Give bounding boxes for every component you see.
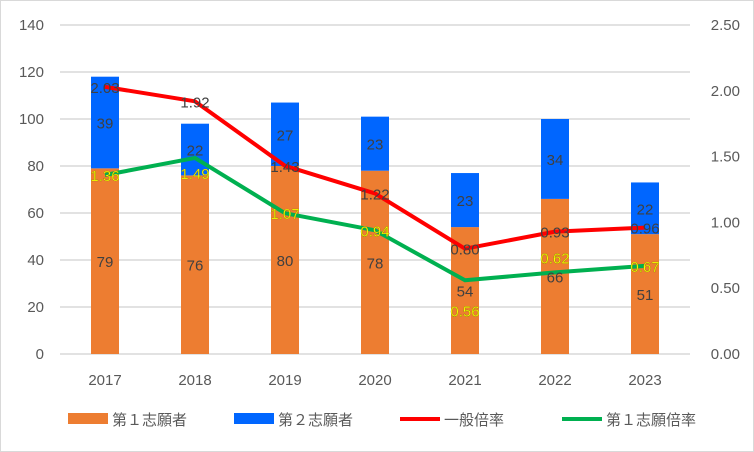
legend-label: 一般倍率 xyxy=(444,412,504,429)
bar-data-label: 22 xyxy=(637,201,654,218)
bar-data-label: 23 xyxy=(457,193,474,210)
legend-label: 第１志願者 xyxy=(112,411,187,429)
right-axis-tick: 2.50 xyxy=(711,17,740,34)
left-axis-tick: 20 xyxy=(27,299,44,316)
bar-1 xyxy=(271,166,299,354)
legend-swatch xyxy=(68,413,108,424)
bar-2 xyxy=(91,76,119,169)
bar-1 xyxy=(631,234,659,354)
bar-2 xyxy=(271,102,299,166)
line-data-label: 0.56 xyxy=(450,303,479,320)
bar-1 xyxy=(541,198,569,354)
bar-1 xyxy=(91,168,119,354)
right-axis-tick: 1.00 xyxy=(711,214,740,231)
x-axis-tick: 2021 xyxy=(448,372,481,389)
line-data-label: 1.07 xyxy=(270,206,299,223)
line-data-label: 1.43 xyxy=(270,159,299,176)
bar-data-label: 27 xyxy=(277,127,294,144)
bar-2 xyxy=(451,173,479,228)
x-axis-tick: 2018 xyxy=(178,372,211,389)
left-axis-tick: 140 xyxy=(19,17,44,34)
line-data-label: 0.94 xyxy=(360,223,389,240)
bar-2 xyxy=(631,182,659,235)
left-axis-tick: 0 xyxy=(36,346,44,363)
line-2 xyxy=(104,155,646,283)
line-data-label: 0.93 xyxy=(540,225,569,242)
legend-label: 第２志願者 xyxy=(278,411,353,429)
bar-data-label: 76 xyxy=(187,258,204,275)
left-axis-tick: 80 xyxy=(27,158,44,175)
x-axis-tick: 2022 xyxy=(538,372,571,389)
line-data-label: 1.49 xyxy=(180,166,209,183)
line-1 xyxy=(104,84,646,251)
line-data-label: 1.92 xyxy=(180,94,209,111)
x-axis-tick: 2017 xyxy=(88,372,121,389)
bar-data-label: 78 xyxy=(367,255,384,272)
line-data-label: 0.80 xyxy=(450,242,479,259)
legend-swatch xyxy=(234,413,274,424)
x-axis-tick: 2020 xyxy=(358,372,391,389)
left-axis-tick: 100 xyxy=(19,111,44,128)
right-axis-tick: 2.00 xyxy=(711,83,740,100)
line-data-label: 2.03 xyxy=(90,80,119,97)
bar-1 xyxy=(181,175,209,354)
left-axis-tick: 120 xyxy=(19,64,44,81)
right-axis-tick: 1.50 xyxy=(711,149,740,166)
x-axis-tick: 2019 xyxy=(268,372,301,389)
bar-data-label: 51 xyxy=(637,287,654,304)
line-data-label: 0.62 xyxy=(540,250,569,267)
right-axis-tick: 0.50 xyxy=(711,280,740,297)
x-axis-tick: 2023 xyxy=(628,372,661,389)
line-data-label: 0.96 xyxy=(630,221,659,238)
bar-data-label: 34 xyxy=(547,152,564,169)
bar-data-label: 22 xyxy=(187,143,204,160)
bar-data-label: 54 xyxy=(457,284,474,301)
line-data-label: 1.36 xyxy=(90,168,119,185)
bar-data-label: 39 xyxy=(97,116,114,133)
bar-2 xyxy=(541,119,569,199)
line-data-label: 1.22 xyxy=(360,186,389,203)
left-axis-tick: 40 xyxy=(27,252,44,269)
right-axis-tick: 0.00 xyxy=(711,346,740,363)
bar-2 xyxy=(361,116,389,171)
bar-data-label: 66 xyxy=(547,269,564,286)
bar-2 xyxy=(181,123,209,176)
line-data-label: 0.67 xyxy=(630,259,659,276)
bar-data-label: 23 xyxy=(367,137,384,154)
bar-data-label: 80 xyxy=(277,253,294,270)
bar-data-label: 79 xyxy=(97,254,114,271)
left-axis-tick: 60 xyxy=(27,205,44,222)
legend-label: 第１志願倍率 xyxy=(606,411,696,429)
